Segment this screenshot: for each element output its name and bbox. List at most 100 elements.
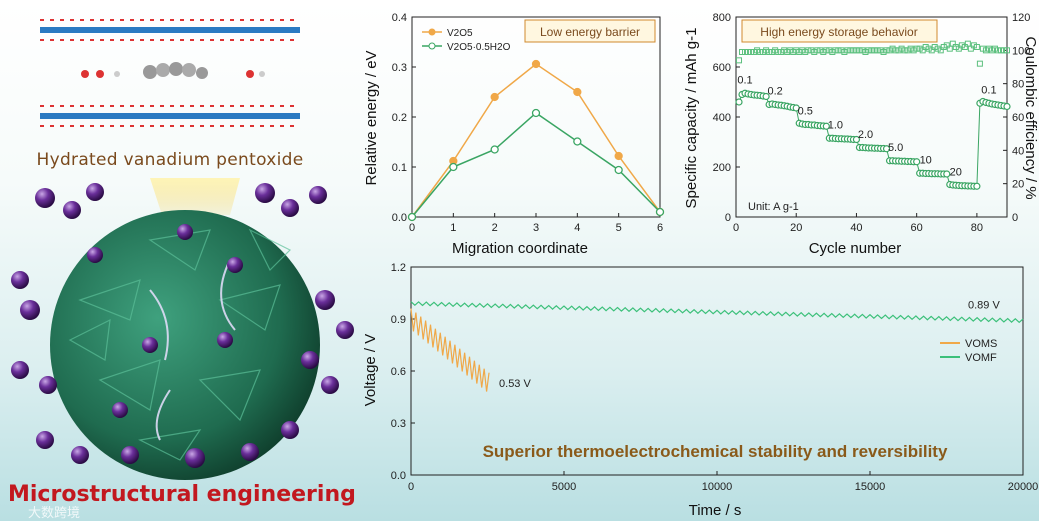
capacity-xtick-label: 80 <box>971 222 983 234</box>
voltage-legend: VOMS VOMF <box>940 338 997 364</box>
efficiency-point <box>823 47 830 54</box>
efficiency-point <box>781 47 788 54</box>
energy-point <box>407 212 417 222</box>
efficiency-point <box>757 49 764 55</box>
capacity-point <box>822 122 830 130</box>
voltage-chart: 0 5000 10000 15000 20000 0.0 0.3 0.6 0.9 1.2 0.53… <box>362 262 1039 519</box>
efficiency-point <box>952 44 959 50</box>
efficiency-point <box>775 49 782 55</box>
efficiency-point <box>991 45 998 52</box>
rate-label: 20 <box>950 166 962 178</box>
efficiency-point <box>880 49 887 55</box>
voltage-end-label: 0.89 V <box>968 300 1000 312</box>
rate-label: 10 <box>920 155 932 167</box>
efficiency-point <box>856 47 863 54</box>
capacity-y2tick-label: 0 <box>1012 212 1018 224</box>
voltage-xtick-label: 15000 <box>855 481 886 493</box>
watermark: 大数跨境 <box>28 506 81 521</box>
illustration-caption: Hydrated vanadium pentoxide <box>36 150 304 170</box>
capacity-point <box>973 182 981 190</box>
energy-series <box>407 59 665 222</box>
efficiency-point <box>949 40 956 47</box>
capacity-annotation: High energy storage behavior <box>741 19 938 43</box>
energy-point <box>655 207 665 217</box>
efficiency-point <box>913 45 920 52</box>
efficiency-point <box>862 49 869 55</box>
energy-chart-panel: 0 1 2 3 4 5 6 0.0 0.1 0.2 0.3 0.4 V2O5 V2O5·0.5H2O L… <box>360 0 670 260</box>
voltage-xtick-label: 0 <box>408 481 414 493</box>
voltage-series-line-0 <box>410 308 490 392</box>
efficiency-point <box>820 49 827 55</box>
energy-point <box>573 87 582 97</box>
voltage-end-label: 0.53 V <box>499 378 531 390</box>
voltage-axes: 0 5000 10000 15000 20000 0.0 0.3 0.6 0.9 1.2 <box>391 262 1039 493</box>
capacity-point <box>792 104 800 112</box>
efficiency-point <box>811 49 818 55</box>
efficiency-point <box>826 47 833 54</box>
energy-xtick-label: 2 <box>492 222 498 234</box>
voltage-legend-label: VOMS <box>965 338 997 350</box>
efficiency-point <box>832 47 839 54</box>
efficiency-point <box>886 47 893 54</box>
efficiency-point <box>934 45 941 52</box>
efficiency-point <box>961 44 968 50</box>
efficiency-point <box>964 40 971 47</box>
rate-label: 2.0 <box>858 129 873 141</box>
efficiency-point <box>973 44 980 50</box>
efficiency-point <box>895 47 902 54</box>
energy-point <box>531 108 541 118</box>
voltage-xlabel: Time / s <box>689 502 742 519</box>
efficiency-point <box>796 49 803 55</box>
efficiency-point <box>946 45 953 52</box>
capacity-ytick-label: 0 <box>725 212 731 224</box>
illustration-panel: Hydrated vanadium pentoxide Microstructu… <box>0 0 370 521</box>
efficiency-point <box>817 47 824 54</box>
efficiency-point <box>910 47 917 54</box>
efficiency-point <box>976 60 983 67</box>
energy-annotation-text: Low energy barrier <box>540 25 640 39</box>
efficiency-point <box>799 47 806 54</box>
voltage-ytick-label: 0.6 <box>391 366 406 378</box>
energy-series-line-0 <box>411 63 661 218</box>
efficiency-point <box>1000 47 1007 54</box>
energy-ytick-label: 0.1 <box>392 162 407 174</box>
capacity-xtick-label: 20 <box>790 222 802 234</box>
energy-series-line-1 <box>411 112 661 218</box>
efficiency-point <box>907 45 914 52</box>
efficiency-point <box>982 47 989 54</box>
energy-chart: 0 1 2 3 4 5 6 0.0 0.1 0.2 0.3 0.4 V2O5 V2O5·0.5H2O L… <box>363 12 665 257</box>
capacity-point <box>762 92 770 101</box>
voltage-ytick-label: 0.3 <box>391 418 406 430</box>
capacity-point <box>913 158 921 166</box>
efficiency-point <box>814 47 821 54</box>
efficiency-point <box>928 47 935 54</box>
capacity-chart-panel: 0 20 40 60 80 0 200 400 600 800 0 20 40 60 80 100 120 0.… <box>680 0 1039 260</box>
capacity-y2tick-label: 100 <box>1012 45 1030 57</box>
rate-label: 5.0 <box>888 142 903 154</box>
footer-title: Microstructural engineering <box>8 482 356 507</box>
energy-legend-label: V2O5·0.5H2O <box>447 42 511 53</box>
voltage-annotation: Superior thermoelectrochemical stability… <box>483 442 948 461</box>
efficiency-point <box>937 47 944 54</box>
efficiency-point <box>859 47 866 54</box>
efficiency-point <box>784 49 791 55</box>
efficiency-point <box>772 47 779 54</box>
voltage-chart-panel: 0 5000 10000 15000 20000 0.0 0.3 0.6 0.9 1.2 0.53… <box>355 255 1039 521</box>
energy-point <box>614 165 623 175</box>
voltage-ytick-label: 0.0 <box>391 470 406 482</box>
energy-xtick-label: 1 <box>450 222 456 234</box>
efficiency-point <box>922 44 929 50</box>
energy-xtick-label: 6 <box>657 222 663 234</box>
voltage-series-line-1 <box>410 301 1024 324</box>
rate-label: 0.1 <box>981 84 996 96</box>
energy-ylabel: Relative energy / eV <box>363 50 380 185</box>
efficiency-point <box>745 49 752 55</box>
efficiency-point <box>742 49 749 55</box>
efficiency-point <box>805 47 812 54</box>
energy-legend-marker <box>428 28 436 36</box>
efficiency-point <box>988 47 995 54</box>
capacity-point <box>882 145 891 153</box>
capacity-ytick-label: 200 <box>713 162 731 174</box>
efficiency-point <box>883 47 890 54</box>
efficiency-point <box>736 57 743 64</box>
